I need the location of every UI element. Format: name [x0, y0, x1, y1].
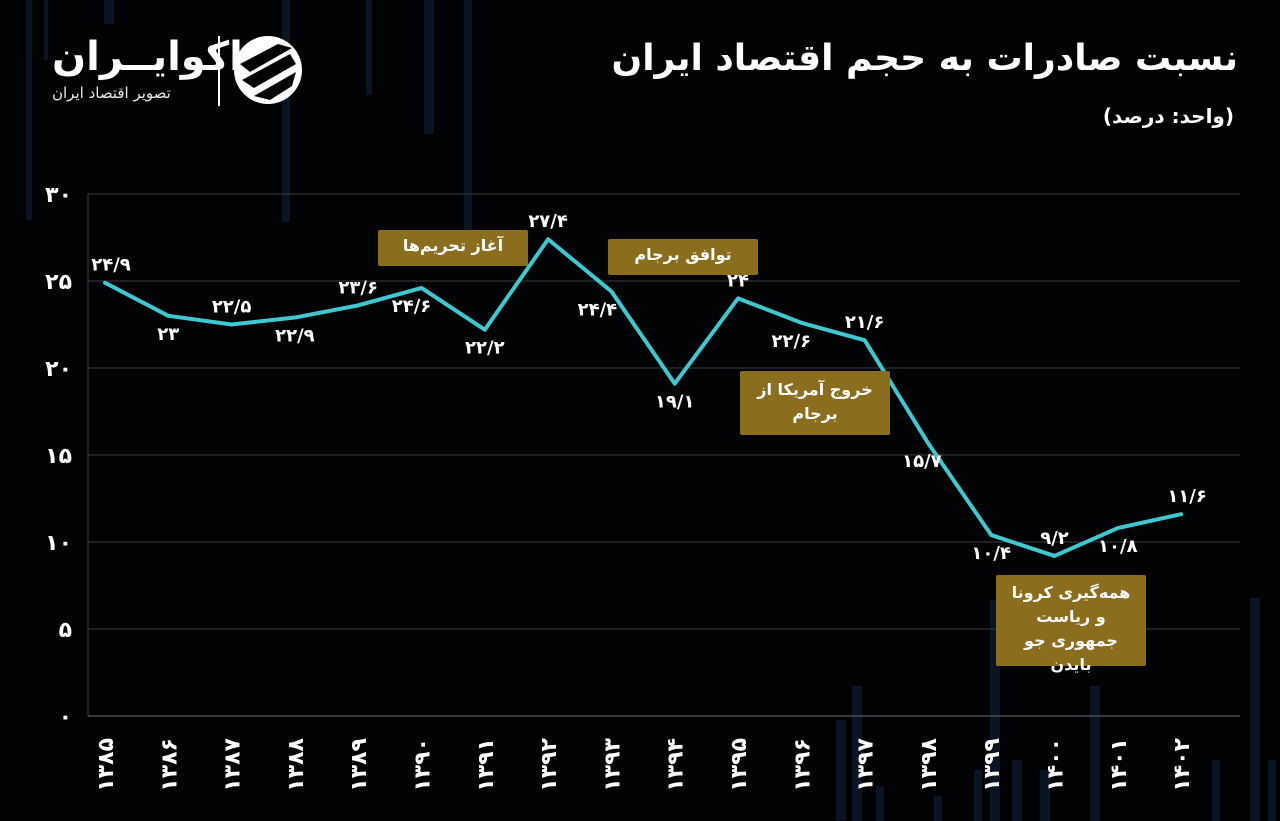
annotation-us-withdrawal: خروج آمریکا از برجام	[740, 371, 890, 435]
data-label: ۱۹/۱	[655, 392, 695, 413]
y-tick-label: ۵	[59, 618, 72, 643]
background-bar	[44, 0, 48, 60]
y-tick-label: ۱۵	[45, 444, 72, 469]
background-bar	[934, 796, 942, 821]
background-bar	[1040, 770, 1050, 821]
x-tick-label: ۱۳۹۹	[980, 738, 1005, 792]
data-label: ۲۳	[157, 324, 179, 345]
background-bar	[366, 0, 372, 95]
background-bar	[282, 0, 290, 222]
annotation-sanctions-start: آغاز تحریم‌ها	[378, 230, 528, 266]
background-bar	[1250, 598, 1260, 821]
data-label: ۲۲/۲	[465, 338, 505, 359]
background-bar	[1090, 686, 1100, 821]
brand-tagline: تصویر اقتصاد ایران	[52, 84, 171, 102]
x-tick-label: ۱۳۸۹	[347, 738, 372, 792]
x-tick-label: ۱۴۰۱	[1107, 738, 1132, 792]
series-line	[103, 237, 1184, 558]
x-tick-label: ۱۳۸۵	[94, 738, 119, 792]
background-bar	[836, 720, 846, 820]
data-label: ۹/۲	[1040, 528, 1069, 549]
x-tick-label: ۱۳۹۲	[537, 737, 562, 791]
background-bar	[1212, 760, 1220, 821]
annotation-covid-biden: همه‌گیری کرونا و ریاست جمهوری جو بایدن	[996, 575, 1146, 674]
data-label: ۲۷/۴	[528, 211, 568, 232]
data-label: ۲۴/۹	[91, 255, 131, 276]
y-tick-label: ۲۰	[45, 357, 72, 382]
annotation-jcpoa-agreement: توافق برجام	[608, 239, 758, 275]
data-labels: ۲۴/۹ ۲۳ ۲۲/۵ ۲۲/۹ ۲۳/۶ ۲۴/۶ ۲۲/۲ ۲۷/۴ ۲۴/۴ ۱۹/۱ ۲۴…	[91, 211, 1207, 564]
chart-title: نسبت صادرات به حجم اقتصاد ایران	[611, 38, 1238, 79]
x-tick-label: ۱۳۹۳	[600, 737, 625, 791]
background-bar	[1268, 760, 1276, 821]
y-tick-label: ۱۰	[45, 531, 72, 556]
x-tick-label: ۱۴۰۲	[1170, 737, 1195, 791]
data-label: ۱۱/۶	[1167, 486, 1207, 507]
data-label: ۲۴	[727, 270, 749, 291]
x-axis: ۱۳۸۵ ۱۳۸۶ ۱۳۸۷ ۱۳۸۸ ۱۳۸۹ ۱۳۹۰ ۱۳۹۱ ۱۳۹۲ ۱۳۹۳ ۱۳۹۴…	[94, 737, 1195, 791]
x-tick-label: ۱۳۸۷	[221, 737, 246, 791]
chart-unit: (واحد: درصد)	[1102, 104, 1234, 128]
data-label: ۱۰/۸	[1098, 536, 1138, 557]
y-tick-label: ۰	[59, 705, 72, 730]
brand-name: اکوایــران	[52, 34, 243, 80]
y-tick-label: ۳۰	[45, 183, 72, 208]
data-label: ۲۲/۵	[212, 297, 252, 318]
brand-divider	[218, 36, 220, 106]
background-decoration	[26, 0, 1276, 821]
x-tick-label: ۱۳۹۰	[411, 738, 436, 792]
data-label: ۲۳/۶	[338, 277, 378, 298]
background-bar	[464, 0, 472, 235]
background-bar	[1012, 760, 1022, 821]
data-label: ۲۱/۶	[845, 312, 885, 333]
data-label: ۱۰/۴	[971, 543, 1011, 564]
data-label: ۲۲/۹	[275, 326, 315, 347]
x-tick-label: ۱۳۹۴	[664, 738, 689, 792]
x-tick-label: ۱۴۰۰	[1044, 738, 1069, 792]
y-axis: ۰ ۵ ۱۰ ۱۵ ۲۰ ۲۵ ۳۰	[45, 183, 72, 730]
background-bar	[424, 0, 434, 134]
x-tick-label: ۱۳۹۱	[474, 738, 499, 792]
background-bar	[852, 686, 862, 821]
x-tick-label: ۱۳۹۸	[917, 737, 942, 791]
y-tick-label: ۲۵	[45, 270, 72, 295]
x-tick-label: ۱۳۹۶	[790, 738, 815, 792]
data-label: ۲۲/۶	[772, 331, 812, 352]
data-label: ۲۴/۶	[392, 296, 432, 317]
background-bar	[876, 786, 884, 821]
data-label: ۲۴/۴	[578, 299, 618, 320]
ecoiran-logo-icon	[234, 36, 302, 104]
background-bar	[26, 0, 32, 220]
background-bar	[974, 770, 982, 821]
x-tick-label: ۱۳۹۷	[854, 737, 879, 791]
x-tick-label: ۱۳۹۵	[727, 738, 752, 792]
x-tick-label: ۱۳۸۸	[284, 737, 309, 791]
data-label: ۱۵/۷	[902, 451, 942, 472]
background-bar	[104, 0, 114, 24]
background-bar	[990, 600, 1000, 821]
x-tick-label: ۱۳۸۶	[157, 738, 182, 792]
